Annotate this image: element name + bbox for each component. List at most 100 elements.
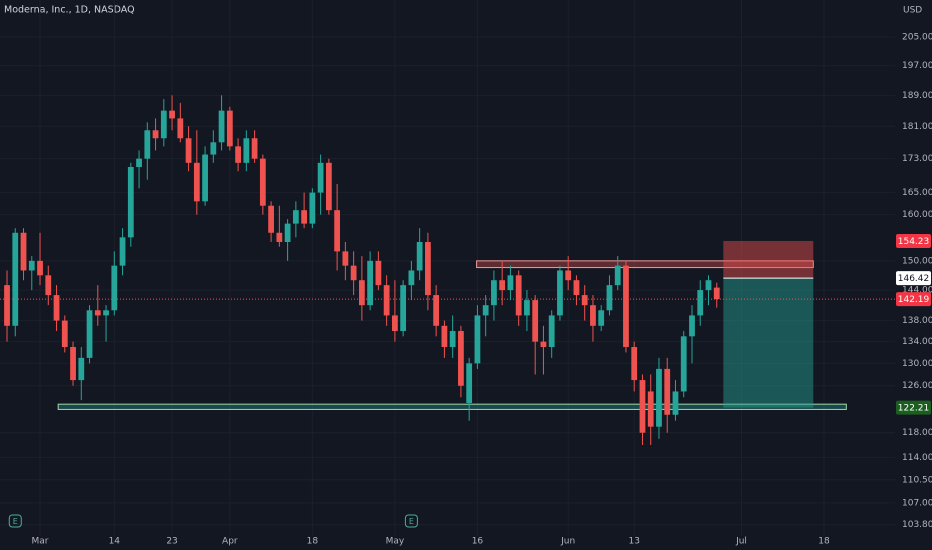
candle-body — [251, 138, 258, 159]
chart-title: Moderna, Inc., 1D, NASDAQ — [4, 5, 135, 16]
candle-body — [425, 242, 431, 296]
candle-body — [598, 310, 605, 326]
y-tick-label: 103.80 — [902, 520, 932, 530]
candle-body — [144, 130, 151, 159]
y-tick-label: 197.00 — [902, 61, 932, 71]
candle-body — [466, 363, 473, 404]
event-label: E — [409, 517, 414, 526]
x-tick-label: 18 — [818, 537, 830, 547]
event-marker — [404, 514, 418, 528]
y-tick-label: 114.00 — [902, 453, 932, 463]
x-tick-label: Jun — [560, 537, 575, 547]
price-label-box — [896, 400, 931, 415]
candle-body — [78, 357, 85, 381]
candle-body — [705, 280, 712, 291]
candle-body — [482, 305, 489, 316]
grid — [0, 0, 895, 535]
y-tick-label: 130.00 — [902, 359, 932, 369]
candle-body — [400, 285, 407, 332]
candle-body — [433, 295, 440, 326]
candle-body — [127, 167, 134, 238]
candle-body — [309, 192, 316, 224]
candle-body — [689, 315, 695, 337]
zone — [476, 260, 814, 269]
candle-body — [342, 251, 349, 266]
candle-body — [367, 260, 374, 306]
candle-body — [317, 162, 324, 193]
candle-body — [458, 331, 464, 386]
candle-body — [119, 237, 126, 266]
candle-body — [53, 295, 60, 321]
candle-body — [713, 287, 720, 300]
candle-body — [169, 110, 175, 119]
price-label-box — [896, 233, 931, 248]
candle-body — [631, 347, 638, 381]
candle-body — [185, 138, 192, 163]
candle-body — [548, 315, 555, 348]
candle-body — [160, 110, 167, 139]
candle-body — [243, 138, 250, 163]
candle-body — [590, 305, 596, 326]
candle-body — [623, 265, 629, 348]
y-tick-label: 165.00 — [902, 188, 932, 198]
y-tick-label: 173.00 — [902, 154, 932, 164]
candle-body — [557, 270, 563, 316]
candle-body — [350, 265, 357, 281]
y-tick-label: 134.00 — [902, 337, 932, 347]
candle-body — [664, 368, 671, 415]
candle-body — [532, 300, 539, 342]
candle-body — [474, 315, 481, 364]
x-tick-label: 16 — [472, 537, 484, 547]
y-tick-label: 181.00 — [902, 122, 932, 132]
x-tick-label: Jul — [735, 537, 747, 547]
x-tick-label: 14 — [109, 537, 121, 547]
y-tick-label: 110.50 — [902, 475, 932, 485]
price-label: 146.42 — [898, 274, 930, 284]
candle-body — [375, 260, 382, 286]
candle-body — [268, 205, 274, 233]
x-tick-label: 13 — [628, 537, 639, 547]
candle-body — [697, 290, 704, 316]
candle-body — [94, 310, 101, 316]
candle-body — [152, 130, 159, 139]
candle-body — [499, 280, 506, 291]
x-tick-label: 23 — [166, 537, 177, 547]
price-label-box — [896, 271, 931, 286]
candle-body — [573, 280, 580, 296]
candle-body — [565, 270, 572, 281]
x-tick-label: May — [386, 537, 405, 547]
candle-body — [614, 265, 621, 286]
candle-body — [515, 275, 522, 316]
candle-body — [301, 210, 307, 224]
candle-body — [524, 300, 530, 316]
candle-body — [226, 110, 233, 147]
candle-body — [581, 295, 588, 306]
y-tick-label: 107.00 — [902, 498, 932, 508]
axis-unit: USD — [903, 6, 922, 16]
candle-body — [507, 275, 514, 291]
candle-body — [86, 310, 93, 358]
candle-body — [284, 223, 291, 243]
y-tick-label: 150.00 — [902, 256, 932, 266]
candle-body — [259, 158, 266, 206]
candle-body — [37, 260, 43, 276]
candle-body — [358, 280, 365, 306]
event-label: E — [13, 517, 18, 526]
y-tick-label: 144.00 — [902, 286, 932, 296]
y-tick-label: 189.00 — [902, 91, 932, 101]
candle-body — [45, 275, 52, 296]
candle-body — [276, 232, 283, 243]
zone — [57, 403, 847, 410]
price-label-box — [896, 292, 931, 307]
candle-body — [210, 142, 217, 155]
y-tick-label: 138.00 — [902, 316, 932, 326]
target-zone — [723, 278, 814, 408]
candle-body — [491, 280, 497, 306]
candle-body — [334, 210, 341, 252]
candle-body — [103, 310, 109, 316]
y-tick-label: 160.00 — [902, 210, 932, 220]
candle-body — [20, 232, 27, 271]
stop-zone — [723, 240, 814, 279]
